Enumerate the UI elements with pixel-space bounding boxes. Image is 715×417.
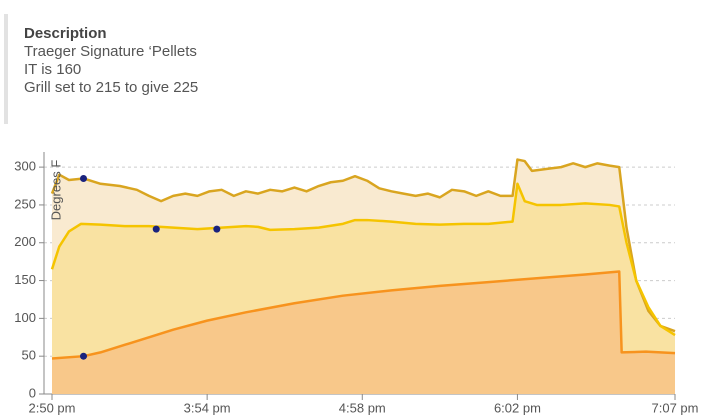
- description-line: Traeger Signature ‘Pellets: [24, 43, 197, 60]
- description-title: Description: [24, 25, 107, 42]
- description-line: Grill set to 215 to give 225: [24, 79, 199, 96]
- description-line: IT is 160: [24, 61, 82, 78]
- x-tick-label: 3:54 pm: [184, 400, 231, 415]
- x-tick-label: 6:02 pm: [494, 400, 541, 415]
- y-tick-label: 200: [14, 234, 36, 249]
- y-tick-label: 300: [14, 159, 36, 174]
- x-tick-label: 2:50 pm: [29, 400, 76, 415]
- line: [51, 270, 676, 360]
- x-tick-label: 4:58 pm: [339, 400, 386, 415]
- marker: [213, 225, 221, 233]
- y-tick-label: 100: [14, 310, 36, 325]
- marker: [80, 352, 88, 360]
- y-tick-label: 50: [22, 348, 36, 363]
- y-tick-label: 250: [14, 196, 36, 211]
- line: [50, 182, 676, 337]
- line: [50, 158, 676, 333]
- marker: [152, 225, 160, 233]
- area: [52, 271, 675, 394]
- description: Description Traeger Signature ‘Pellets I…: [4, 14, 364, 124]
- y-axis-label: Degrees F: [48, 160, 63, 221]
- x-tick-label: 7:07 pm: [652, 400, 699, 415]
- marker: [80, 174, 88, 182]
- y-tick-label: 150: [14, 272, 36, 287]
- y-tick-label: 0: [29, 385, 36, 400]
